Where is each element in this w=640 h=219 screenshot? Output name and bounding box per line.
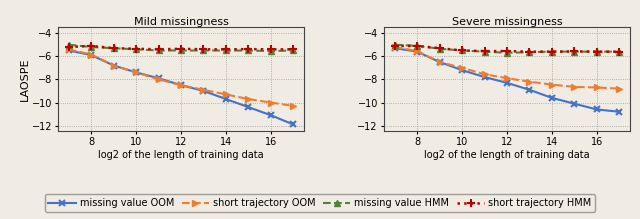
- Title: Mild missingness: Mild missingness: [134, 17, 228, 26]
- Title: Severe missingness: Severe missingness: [452, 17, 563, 26]
- X-axis label: log2 of the length of training data: log2 of the length of training data: [98, 150, 264, 160]
- Y-axis label: LAOSPE: LAOSPE: [20, 58, 30, 101]
- X-axis label: log2 of the length of training data: log2 of the length of training data: [424, 150, 590, 160]
- Legend: missing value OOM, short trajectory OOM, missing value HMM, short trajectory HMM: missing value OOM, short trajectory OOM,…: [45, 194, 595, 212]
